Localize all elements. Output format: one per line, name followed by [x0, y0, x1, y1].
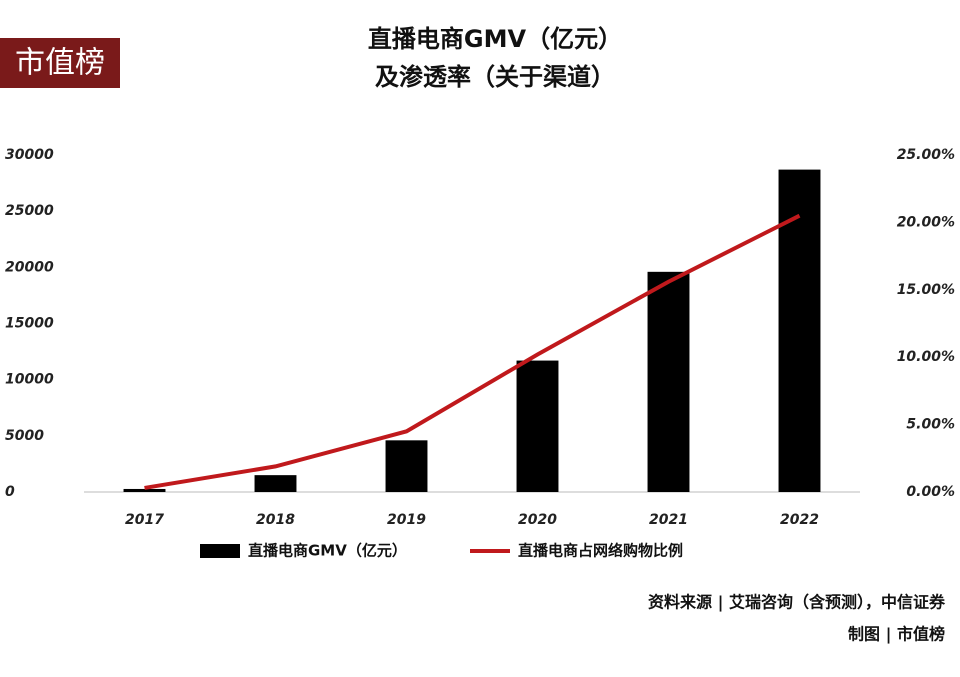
x-tick-label: 2018: [256, 512, 295, 528]
y-tick-label: 0: [5, 484, 15, 500]
x-tick-label: 2020: [518, 512, 557, 528]
y2-tick-label: 25.00%: [897, 147, 955, 163]
y-tick-label: 5000: [5, 428, 44, 444]
x-tick-label: 2021: [649, 512, 688, 528]
chart-title: 直播电商GMV（亿元）: [368, 25, 622, 53]
legend-label: 直播电商占网络购物比例: [518, 542, 683, 560]
bar: [385, 440, 428, 492]
y-tick-label: 25000: [5, 203, 54, 219]
y-tick-label: 20000: [5, 259, 54, 275]
y-tick-label: 10000: [5, 372, 54, 388]
bar: [123, 488, 166, 492]
y2-tick-label: 10.00%: [897, 349, 955, 365]
logo: 市值榜: [15, 46, 105, 81]
y2-tick-label: 5.00%: [906, 417, 955, 433]
x-tick-label: 2022: [780, 512, 819, 528]
legend-swatch: [200, 544, 240, 558]
y2-tick-label: 20.00%: [897, 214, 955, 230]
bar: [516, 360, 559, 492]
bar: [778, 169, 821, 492]
legend-label: 直播电商GMV（亿元）: [248, 542, 407, 560]
logo-box: [0, 38, 120, 88]
y-tick-label: 15000: [5, 316, 54, 332]
bar: [254, 475, 297, 492]
x-tick-label: 2019: [387, 512, 426, 528]
bar: [647, 271, 690, 492]
credit: 制图 | 市值榜: [848, 625, 945, 645]
y2-tick-label: 15.00%: [897, 282, 955, 298]
x-tick-label: 2017: [125, 512, 164, 528]
line: [144, 213, 801, 490]
y-tick-label: 30000: [5, 147, 54, 163]
chart-subtitle: 及渗透率（关于渠道）: [375, 63, 615, 91]
source: 资料来源 | 艾瑞咨询（含预测），中信证券: [648, 593, 946, 613]
y2-tick-label: 0.00%: [906, 484, 955, 500]
